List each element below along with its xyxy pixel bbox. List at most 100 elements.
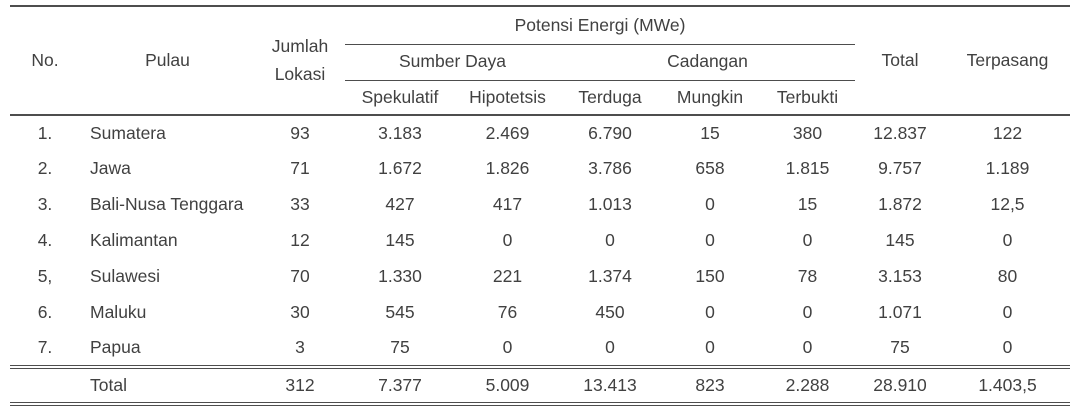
cell-hipotetsis: 76 [497,302,518,323]
cell-pulau: Kalimantan [90,230,178,251]
cell-terpasang: 0 [1002,230,1013,251]
cell-total: 1.872 [878,194,922,215]
cell-spekulatif: 1.672 [378,158,422,179]
cell-pulau: Jawa [90,158,131,179]
cell-spekulatif: 145 [385,230,415,251]
cell-terpasang: 0 [1002,337,1013,358]
cell-jumlah-lokasi: 12 [290,230,310,251]
cell-total: 9.757 [878,158,922,179]
cell-mungkin: 658 [695,158,725,179]
cell-spekulatif: 3.183 [378,122,422,143]
cell-spekulatif: 1.330 [378,266,422,287]
header-total: Total [855,5,946,116]
cell-mungkin: 0 [705,194,715,215]
cell-mungkin: 0 [705,337,715,358]
table-row-sulawesi: 5, Sulawesi 70 1.330 221 1.374 150 78 3.… [10,259,1070,295]
cell-no-empty [10,365,80,406]
cell-terbukti: 0 [802,230,813,251]
table-body: 1. Sumatera 93 3.183 2.469 6.790 15 380 … [10,115,1071,406]
geothermal-potential-table: No. Pulau Jumlah Lokasi Potensi Energi (… [10,5,1071,406]
cell-terduga: 1.374 [588,266,632,287]
cell-spekulatif: 75 [390,337,410,358]
header-spekulatif: Spekulatif [345,80,455,116]
header-terpasang: Terpasang [945,5,1071,116]
cell-pulau: Maluku [90,302,147,323]
cell-no: 1. [37,122,53,143]
cell-terbukti: 78 [797,266,818,287]
total-mungkin: 823 [660,365,760,406]
header-mungkin: Mungkin [660,80,760,116]
cell-jumlah-lokasi: 70 [290,266,310,287]
header-row-subcolumns: Spekulatif Hipotetsis Terduga Mungkin Te… [10,80,1070,116]
cell-hipotetsis: 2.469 [485,122,530,143]
total-label: Total [80,365,255,406]
cell-spekulatif: 545 [385,302,415,323]
header-group-potensi-energi: Potensi Energi (MWe) [345,5,856,45]
cell-total: 75 [890,337,910,358]
table-header: No. Pulau Jumlah Lokasi Potensi Energi (… [10,5,1071,116]
cell-terbukti: 380 [792,122,823,143]
table-row-maluku: 6. Maluku 30 545 76 450 0 0 1.071 0 [10,295,1070,331]
total-terduga: 13.413 [560,365,660,406]
cell-terbukti: 0 [802,302,813,323]
cell-no: 3. [37,194,53,215]
cell-hipotetsis: 1.826 [485,158,530,179]
cell-jumlah-lokasi: 30 [290,302,310,323]
header-hipotetsis: Hipotetsis [455,80,560,116]
cell-terpasang: 80 [997,266,1018,287]
header-row-group-1: No. Pulau Jumlah Lokasi Potensi Energi (… [10,5,1071,116]
cell-mungkin: 0 [705,302,715,323]
cell-terduga: 6.790 [588,122,632,143]
cell-terduga: 0 [605,230,615,251]
cell-terpasang: 1.189 [985,158,1030,179]
cell-terduga: 0 [605,337,615,358]
cell-terduga: 1.013 [588,194,632,215]
header-terduga: Terduga [560,80,660,116]
cell-hipotetsis: 221 [492,266,523,287]
cell-no: 2. [37,158,53,179]
total-spekulatif: 7.377 [345,365,455,406]
cell-total: 145 [885,230,915,251]
cell-jumlah-lokasi: 3 [295,337,305,358]
cell-no: 6. [37,302,53,323]
total-jumlah-lokasi: 312 [255,365,345,406]
header-row-group-2: Sumber Daya Cadangan [10,44,1070,81]
cell-mungkin: 0 [705,230,715,251]
cell-pulau: Sulawesi [90,266,161,287]
header-pulau: Pulau [80,5,255,116]
header-group-cadangan: Cadangan [560,44,856,81]
header-group-sumber-daya: Sumber Daya [345,44,560,81]
cell-terpasang: 0 [1002,302,1013,323]
cell-hipotetsis: 417 [492,194,523,215]
cell-jumlah-lokasi: 33 [290,194,310,215]
table-row-sumatera: 1. Sumatera 93 3.183 2.469 6.790 15 380 … [10,115,1070,151]
total-total: 28.910 [855,365,946,406]
table-row-bali-nusa-tenggara: 3. Bali-Nusa Tenggara 33 427 417 1.013 0… [10,187,1070,223]
total-hipotetsis: 5.009 [455,365,560,406]
cell-pulau: Papua [90,337,141,358]
cell-terpasang: 122 [992,122,1023,143]
cell-total: 3.153 [878,266,922,287]
table-row-jawa: 2. Jawa 71 1.672 1.826 3.786 658 1.815 9… [10,151,1070,187]
cell-no: 4. [37,230,53,251]
total-terbukti: 2.288 [760,365,856,406]
cell-terbukti: 0 [802,337,813,358]
cell-hipotetsis: 0 [502,337,513,358]
cell-total: 1.071 [878,302,922,323]
cell-no: 7. [37,337,53,358]
cell-terbukti: 15 [797,194,818,215]
cell-spekulatif: 427 [385,194,415,215]
cell-mungkin: 150 [695,266,725,287]
total-terpasang: 1.403,5 [945,365,1071,406]
cell-total: 12.837 [873,122,927,143]
cell-pulau: Sumatera [90,122,166,143]
table-row-total: Total 312 7.377 5.009 13.413 823 2.288 2… [10,365,1071,406]
cell-jumlah-lokasi: 93 [290,122,310,143]
header-no: No. [10,5,80,116]
cell-terpasang: 12,5 [990,194,1025,215]
cell-mungkin: 15 [700,122,720,143]
table-row-kalimantan: 4. Kalimantan 12 145 0 0 0 0 145 0 [10,223,1070,259]
cell-terbukti: 1.815 [785,158,830,179]
cell-no: 5, [37,266,53,287]
